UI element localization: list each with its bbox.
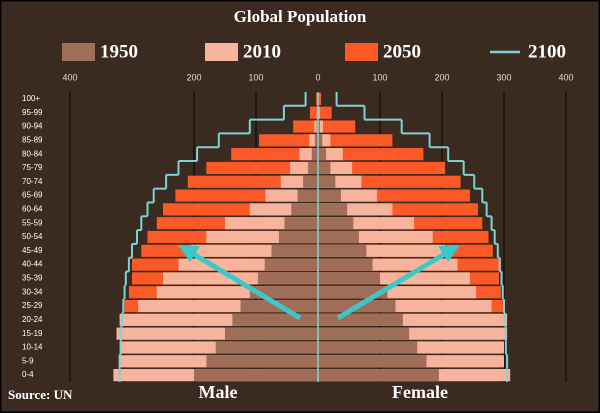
bar [318, 272, 380, 285]
bar [318, 148, 424, 161]
chart-title: Global Population [234, 7, 367, 26]
x-tick-label: 100 [248, 72, 263, 82]
bar [318, 175, 336, 188]
age-label: 70-74 [22, 177, 43, 186]
bar [316, 92, 318, 105]
bar [232, 313, 318, 326]
x-tick-label: 200 [434, 72, 449, 82]
age-label: 40-44 [22, 260, 43, 269]
bar [318, 313, 403, 326]
age-label: 50-54 [22, 232, 43, 241]
legend-swatch [62, 43, 95, 61]
x-tick-label: 400 [558, 72, 573, 82]
bar [318, 369, 439, 382]
bar [215, 341, 318, 354]
age-label: 100+ [22, 94, 40, 103]
arrow [188, 249, 302, 321]
bar [318, 244, 367, 257]
bar [318, 341, 418, 354]
bar [291, 203, 318, 216]
bar [309, 134, 318, 147]
bar [318, 106, 332, 119]
bar [194, 369, 318, 382]
bar [318, 161, 331, 175]
female-label: Female [392, 382, 448, 402]
age-label: 95-99 [22, 108, 43, 117]
age-label: 60-64 [22, 204, 43, 213]
age-label: 80-84 [22, 149, 43, 158]
bar [318, 189, 341, 202]
age-label: 15-19 [22, 329, 43, 338]
bar [271, 244, 318, 257]
legend-label: 2050 [383, 41, 421, 62]
age-label: 5-9 [22, 356, 34, 365]
bar [257, 272, 318, 285]
bar [318, 258, 373, 271]
bar [259, 134, 318, 147]
age-label: 10-14 [22, 343, 43, 352]
bar [318, 286, 388, 299]
bar [231, 148, 318, 161]
bar [303, 175, 318, 188]
bar [284, 217, 318, 230]
age-label: 25-29 [22, 301, 43, 310]
age-label: 90-94 [22, 122, 43, 131]
age-label: 65-69 [22, 191, 43, 200]
bar [297, 189, 318, 202]
x-tick-label: 100 [372, 72, 387, 82]
age-label: 85-89 [22, 135, 43, 144]
age-label: 75-79 [22, 163, 43, 172]
bar [314, 120, 318, 133]
x-tick-label: 400 [62, 72, 77, 82]
arrow-head [178, 245, 200, 262]
bar [206, 355, 318, 368]
x-tick-label: 0 [315, 72, 320, 82]
legend-swatch [345, 43, 378, 61]
bar [311, 148, 318, 161]
age-label: 45-49 [22, 246, 43, 255]
age-label: 30-34 [22, 287, 43, 296]
bar [318, 148, 327, 161]
bar [308, 161, 318, 175]
bar [318, 355, 427, 368]
age-label: 35-39 [22, 274, 43, 283]
bar [309, 106, 318, 119]
male-label: Male [199, 382, 238, 402]
bar [314, 134, 318, 147]
bar [318, 134, 323, 147]
x-tick-label: 300 [496, 72, 511, 82]
bar [225, 327, 318, 340]
bar [318, 120, 320, 133]
source: Source: UN [8, 387, 73, 402]
bar [318, 217, 354, 230]
bar [264, 258, 318, 271]
legend-label: 2010 [243, 41, 281, 62]
x-tick-label: 200 [186, 72, 201, 82]
bar [318, 134, 393, 147]
bar [318, 230, 359, 244]
age-label: 20-24 [22, 315, 43, 324]
arrow-head [438, 245, 460, 262]
bar [318, 120, 323, 133]
age-label: 55-59 [22, 218, 43, 227]
bar [318, 106, 320, 119]
bar [278, 230, 318, 244]
age-label: 0-4 [22, 370, 34, 379]
arrow [336, 249, 450, 321]
bar [318, 327, 410, 340]
legend-label: 1950 [100, 41, 138, 62]
arrows [178, 92, 460, 382]
legend-swatch [205, 43, 238, 61]
bar [318, 120, 356, 133]
legend-label: 2100 [528, 41, 566, 62]
bar [318, 92, 322, 105]
bar [293, 120, 318, 133]
bar [318, 203, 348, 216]
